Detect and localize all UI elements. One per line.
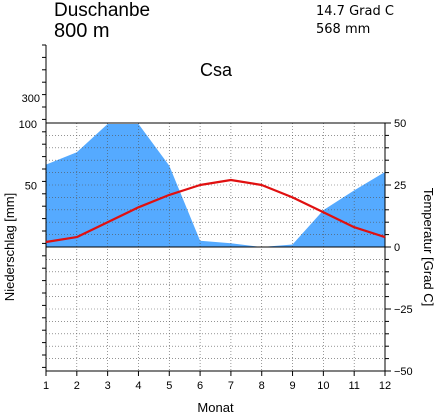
x-tick-label: 1 bbox=[43, 380, 49, 392]
precip-tick-label: 50 bbox=[25, 181, 37, 193]
precipitation-area-layer bbox=[46, 124, 385, 247]
mean-temperature: 14.7 Grad C bbox=[316, 4, 394, 19]
x-tick-label: 2 bbox=[74, 380, 80, 392]
temp-tick-label: −25 bbox=[394, 304, 413, 316]
climate-class: Csa bbox=[200, 60, 233, 80]
station-elevation: 800 m bbox=[54, 20, 110, 42]
temp-tick-label: 50 bbox=[394, 118, 406, 130]
station-name: Duschanbe bbox=[54, 0, 151, 21]
annual-precipitation: 568 mm bbox=[316, 22, 371, 37]
x-tick-label: 10 bbox=[317, 380, 329, 392]
temp-axis-label: Temperatur [Grad C] bbox=[421, 188, 436, 307]
precip-tick-label: 100 bbox=[19, 119, 37, 131]
x-tick-label: 11 bbox=[348, 380, 359, 392]
precip-axis-label: Niederschlag [mm] bbox=[2, 193, 17, 301]
x-tick-label: 7 bbox=[228, 380, 234, 392]
temp-tick-label: 25 bbox=[394, 180, 406, 192]
x-tick-label: 12 bbox=[379, 380, 391, 392]
x-tick-label: 3 bbox=[105, 380, 111, 392]
axis-layer bbox=[42, 44, 391, 376]
precip-tick-label: 300 bbox=[22, 93, 40, 105]
temperature-line bbox=[45, 178, 386, 244]
x-tick-label: 4 bbox=[135, 380, 141, 392]
x-tick-label: 6 bbox=[197, 380, 203, 392]
precipitation-area bbox=[46, 124, 385, 247]
x-tick-label: 5 bbox=[166, 380, 172, 392]
temperature-line-layer bbox=[45, 178, 386, 244]
temp-tick-label: −50 bbox=[394, 366, 413, 378]
temp-tick-label: 0 bbox=[394, 242, 400, 254]
x-tick-label: 8 bbox=[259, 380, 265, 392]
x-tick-label: 9 bbox=[289, 380, 295, 392]
x-axis-label: Monat bbox=[197, 400, 234, 415]
